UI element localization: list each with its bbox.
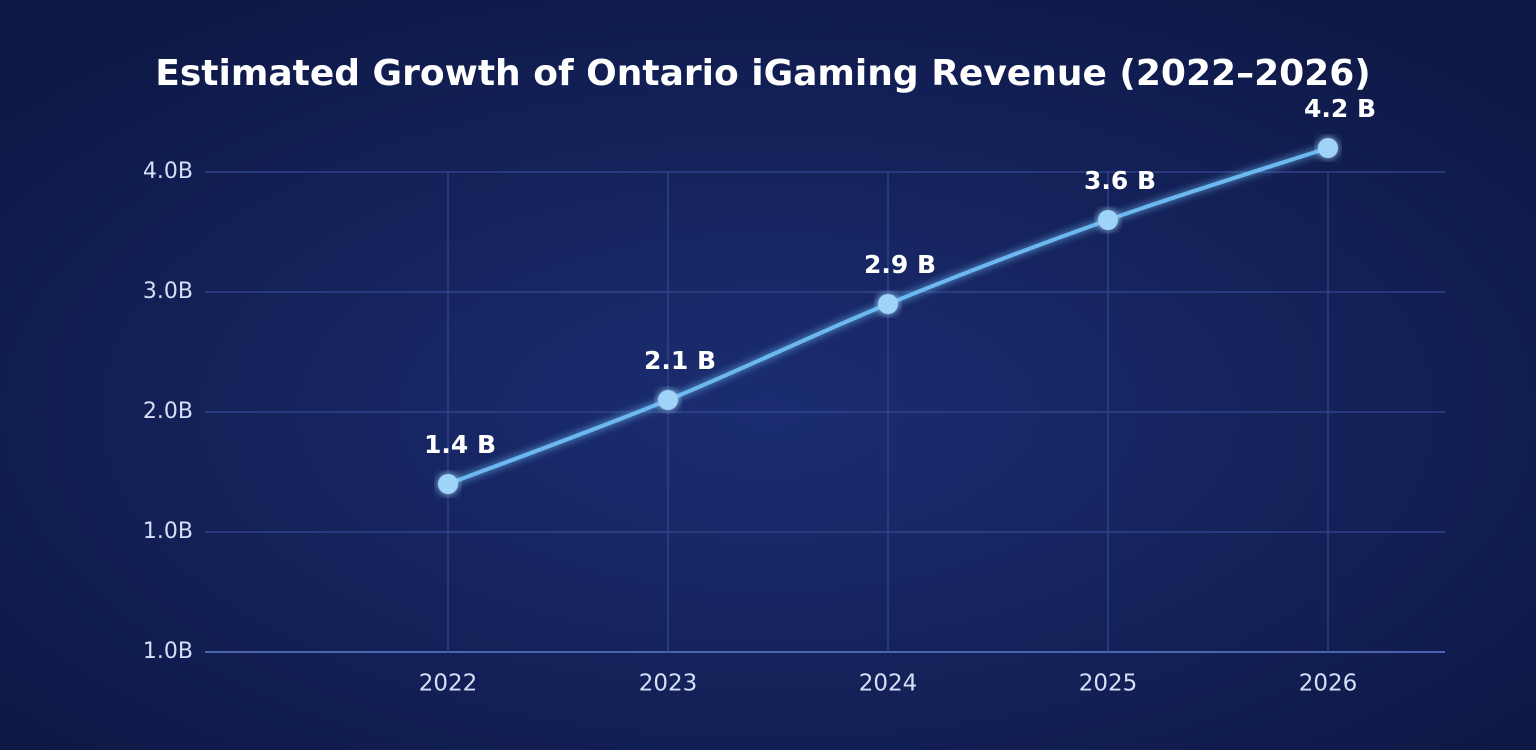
- data-label: 2.1 B: [644, 346, 716, 375]
- data-label: 4.2 B: [1304, 94, 1376, 123]
- x-tick-label: 2022: [419, 671, 478, 697]
- x-tick-label: 2024: [859, 671, 918, 697]
- y-tick-label: 3.0B: [143, 279, 193, 304]
- data-point: [878, 294, 898, 314]
- x-tick-label: 2023: [639, 671, 698, 697]
- y-tick-label: 2.0B: [143, 399, 193, 424]
- chart-title: Estimated Growth of Ontario iGaming Reve…: [155, 53, 1370, 94]
- data-point: [658, 390, 678, 410]
- y-tick-label: 4.0B: [143, 159, 193, 184]
- data-label: 1.4 B: [424, 430, 496, 459]
- data-point: [1098, 210, 1118, 230]
- y-tick-label: 1.0B: [143, 639, 193, 664]
- data-point: [1318, 138, 1338, 158]
- data-label: 2.9 B: [864, 250, 936, 279]
- data-point: [438, 474, 458, 494]
- data-label: 3.6 B: [1084, 166, 1156, 195]
- y-tick-label: 1.0B: [143, 519, 193, 544]
- x-tick-label: 2025: [1079, 671, 1138, 697]
- x-tick-label: 2026: [1299, 671, 1358, 697]
